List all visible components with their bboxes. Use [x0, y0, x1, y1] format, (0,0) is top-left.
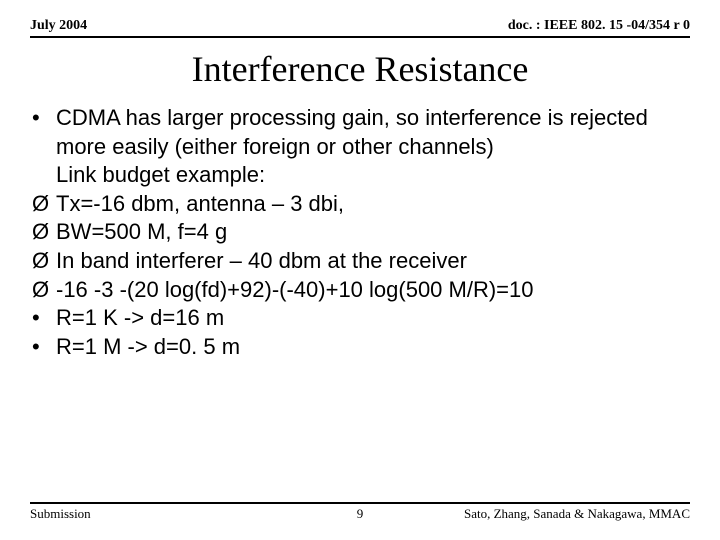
body-text: Link budget example:: [56, 161, 690, 190]
body-line: •R=1 M -> d=0. 5 m: [30, 333, 690, 362]
body-text: Tx=-16 dbm, antenna – 3 dbi,: [56, 190, 690, 219]
body-line: ØIn band interferer – 40 dbm at the rece…: [30, 247, 690, 276]
header-doc: doc. : IEEE 802. 15 -04/354 r 0: [508, 18, 690, 34]
body-text: BW=500 M, f=4 g: [56, 218, 690, 247]
body-text: -16 -3 -(20 log(fd)+92)-(-40)+10 log(500…: [56, 276, 690, 305]
body-line: Ø-16 -3 -(20 log(fd)+92)-(-40)+10 log(50…: [30, 276, 690, 305]
footer-page: 9: [357, 506, 364, 522]
bullet-dot-icon: •: [30, 333, 56, 362]
body: •CDMA has larger processing gain, so int…: [30, 104, 690, 502]
bullet-arrow-icon: Ø: [30, 218, 56, 247]
bullet-arrow-icon: Ø: [30, 190, 56, 219]
footer: Submission 9 Sato, Zhang, Sanada & Nakag…: [30, 502, 690, 522]
body-line: ØTx=-16 dbm, antenna – 3 dbi,: [30, 190, 690, 219]
body-line: •CDMA has larger processing gain, so int…: [30, 104, 690, 161]
body-line: Link budget example:: [30, 161, 690, 190]
body-line: •R=1 K -> d=16 m: [30, 304, 690, 333]
bullet-arrow-icon: Ø: [30, 276, 56, 305]
body-text: CDMA has larger processing gain, so inte…: [56, 104, 690, 161]
bullet-dot-icon: •: [30, 104, 56, 133]
slide: July 2004 doc. : IEEE 802. 15 -04/354 r …: [0, 0, 720, 540]
bullet-arrow-icon: Ø: [30, 247, 56, 276]
body-text: R=1 K -> d=16 m: [56, 304, 690, 333]
header: July 2004 doc. : IEEE 802. 15 -04/354 r …: [30, 18, 690, 38]
footer-left: Submission: [30, 506, 91, 522]
header-date: July 2004: [30, 18, 87, 34]
body-text: In band interferer – 40 dbm at the recei…: [56, 247, 690, 276]
slide-title: Interference Resistance: [30, 48, 690, 90]
bullet-dot-icon: •: [30, 304, 56, 333]
body-line: ØBW=500 M, f=4 g: [30, 218, 690, 247]
body-text: R=1 M -> d=0. 5 m: [56, 333, 690, 362]
footer-right: Sato, Zhang, Sanada & Nakagawa, MMAC: [464, 506, 690, 522]
